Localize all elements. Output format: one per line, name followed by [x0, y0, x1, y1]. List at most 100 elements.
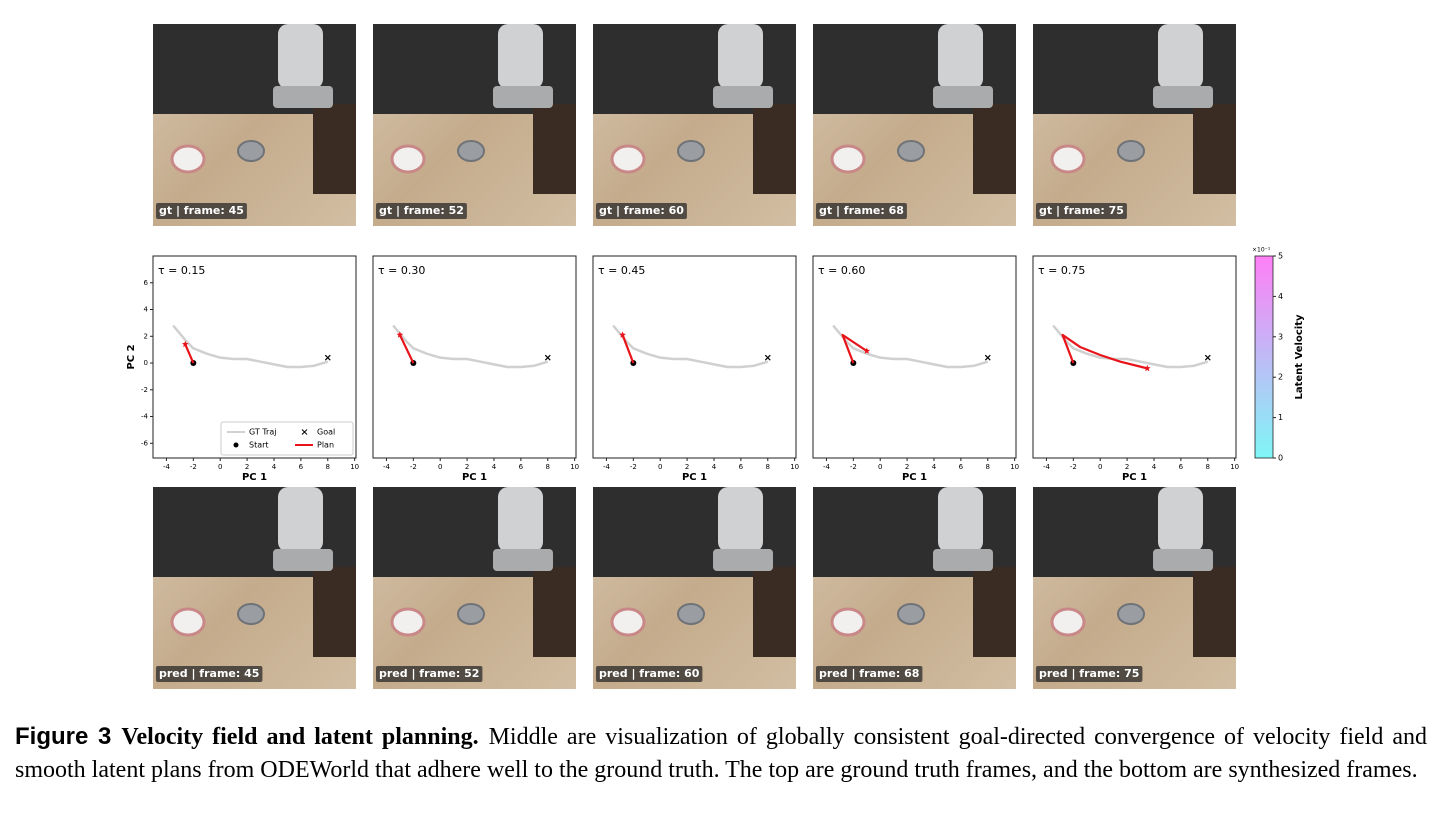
caption-text: Middle are visualization of globally con…: [15, 724, 1427, 783]
x-tick-label: 6: [299, 463, 304, 471]
x-tick-label: 4: [272, 463, 277, 471]
scene-robot-gripper: [273, 86, 333, 108]
annotation: τ = 0.75: [1038, 264, 1085, 277]
x-tick-label: 4: [492, 463, 497, 471]
x-tick-label: 2: [245, 463, 249, 471]
scene-plate: [830, 144, 866, 174]
x-tick-label: 2: [905, 463, 909, 471]
x-tick-label: 0: [218, 463, 222, 471]
x-axis-label: PC 1: [462, 472, 487, 483]
x-tick-label: 6: [739, 463, 744, 471]
y-tick-label: -4: [141, 413, 149, 421]
scene-plate: [830, 607, 866, 637]
plan-line: [398, 334, 415, 364]
scene-plate: [390, 607, 426, 637]
frame-label: gt | frame: 75: [1039, 204, 1124, 217]
scene-counter: [753, 567, 796, 657]
frame-label: pred | frame: 68: [819, 667, 919, 680]
scene-counter: [753, 104, 796, 194]
goal-point: [324, 354, 331, 361]
x-axis-label: PC 1: [242, 472, 267, 483]
colorbar-tick-label: 3: [1278, 332, 1283, 341]
plan-end: [396, 331, 404, 338]
frame-label-bg: [1036, 666, 1143, 682]
x-tick-label: 10: [570, 463, 579, 471]
x-tick-label: -4: [823, 463, 831, 471]
colorbar-label: Latent Velocity: [1294, 314, 1305, 399]
colorbar-tick-label: 4: [1278, 292, 1283, 301]
x-tick-label: 0: [1098, 463, 1102, 471]
x-tick-label: 10: [350, 463, 359, 471]
frame-label-bg: [1036, 203, 1127, 219]
x-tick-label: -4: [383, 463, 391, 471]
goal-point: [984, 354, 991, 361]
scene-bowl: [457, 603, 485, 625]
scene-plate: [390, 144, 426, 174]
x-tick-label: 8: [766, 463, 770, 471]
x-axis-label: PC 1: [682, 472, 707, 483]
y-tick-label: 6: [144, 279, 149, 287]
x-tick-label: 10: [1230, 463, 1239, 471]
plan-end: [619, 331, 626, 338]
plan-line: [1061, 333, 1148, 370]
plot-area: [372, 255, 577, 459]
scene-robot-gripper: [273, 549, 333, 571]
colorbar-tick-label: 0: [1278, 454, 1283, 463]
plan-end: [181, 340, 189, 348]
x-tick-label: 0: [438, 463, 442, 471]
legend-box: [220, 421, 354, 456]
scene-robot-arm: [1158, 487, 1203, 552]
annotation: τ = 0.15: [158, 264, 205, 277]
x-tick-label: 0: [658, 463, 662, 471]
legend-label: Start: [249, 441, 269, 450]
caption: Figure 3 Velocity field and latent planni…: [15, 720, 1427, 787]
x-tick-label: -2: [850, 463, 857, 471]
x-axis-label: PC 1: [1122, 472, 1147, 483]
frame-label-bg: [596, 666, 703, 682]
caption-label: Figure 3: [15, 723, 112, 750]
x-tick-label: -4: [163, 463, 171, 471]
scene-bowl: [237, 603, 265, 625]
annotation: τ = 0.30: [378, 264, 425, 277]
x-tick-label: -2: [410, 463, 417, 471]
x-tick-label: 2: [685, 463, 689, 471]
goal-point: [1204, 354, 1211, 361]
scene-plate: [610, 144, 646, 174]
frame-label-bg: [376, 666, 483, 682]
goal-point: [764, 354, 771, 361]
x-tick-label: 2: [1125, 463, 1129, 471]
x-tick-label: 6: [959, 463, 964, 471]
legend-label: GT Traj: [249, 428, 276, 437]
frame-label: pred | frame: 45: [159, 667, 259, 680]
scene-counter: [313, 104, 356, 194]
x-tick-label: 8: [326, 463, 330, 471]
frame-label: gt | frame: 68: [819, 204, 904, 217]
scene-robot-gripper: [713, 86, 773, 108]
y-tick-label: -6: [141, 439, 149, 447]
colorbar-tick-label: 1: [1278, 413, 1283, 422]
plan-line: [621, 334, 635, 364]
scene-robot-arm: [1158, 24, 1203, 89]
scene-plate: [1050, 607, 1086, 637]
plan-line: [184, 343, 195, 364]
frame-label-bg: [156, 203, 247, 219]
scene-bowl: [237, 140, 265, 162]
x-tick-label: 8: [546, 463, 550, 471]
plot-area: [592, 255, 797, 459]
scene-plate: [1050, 144, 1086, 174]
gt-trajectory: [1052, 324, 1209, 369]
scene-counter: [973, 567, 1016, 657]
caption-title: Velocity field and latent planning.: [121, 724, 479, 750]
colorbar-tick-label: 2: [1278, 373, 1283, 382]
scene-robot-gripper: [713, 549, 773, 571]
colorbar-scale: ×10⁻¹: [1252, 247, 1271, 254]
scene-counter: [1193, 104, 1236, 194]
x-tick-label: 4: [1152, 463, 1157, 471]
colorbar: [1254, 255, 1274, 459]
scene-counter: [973, 104, 1016, 194]
frame-label-bg: [816, 666, 923, 682]
scene-robot-gripper: [933, 86, 993, 108]
scene-plate: [610, 607, 646, 637]
x-tick-label: -4: [1043, 463, 1051, 471]
scene-counter: [1193, 567, 1236, 657]
